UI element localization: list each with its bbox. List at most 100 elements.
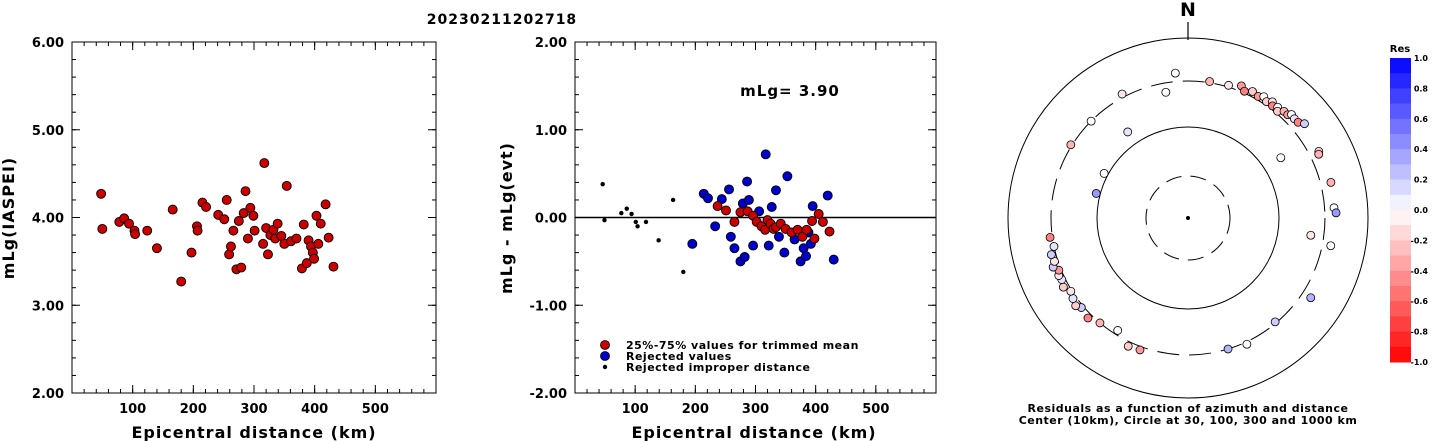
trimmed-residual-point	[712, 201, 723, 212]
polar-residual-point	[1058, 282, 1068, 292]
rejected-residual-point	[782, 171, 793, 182]
colorbar-tick-label: -0.2	[1411, 236, 1429, 245]
middle-x-tick-label: 200	[682, 402, 709, 417]
polar-residual-point	[1331, 208, 1341, 218]
colorbar-cell	[1390, 331, 1411, 348]
magnitude-point	[233, 216, 244, 226]
trimmed-residual-point	[813, 209, 824, 219]
magnitude-point	[130, 229, 141, 240]
polar-residual-point	[1066, 286, 1076, 296]
polar-residual-point	[1240, 86, 1249, 96]
polar-circle-300km	[1050, 80, 1326, 356]
middle-y-tick-label: 1.00	[535, 124, 567, 139]
polar-residual-point	[1117, 89, 1127, 99]
magnitude-point	[298, 219, 309, 230]
magnitude-point	[96, 188, 107, 199]
magnitude-point	[238, 208, 249, 219]
middle-x-tick-label: 300	[742, 402, 769, 417]
left-y-tick-label: 3.00	[32, 299, 64, 314]
colorbar-cell	[1390, 179, 1411, 196]
trimmed-residual-point	[824, 226, 835, 237]
magnitude-point	[291, 233, 302, 244]
trimmed-residual-point	[721, 205, 731, 216]
rejected-residual-point	[687, 238, 698, 249]
polar-residual-point	[1068, 294, 1078, 303]
left-x-tick-label: 400	[301, 402, 328, 417]
colorbar-tick-label: 0.6	[1414, 115, 1429, 124]
colorbar-tick-label: 0.0	[1414, 206, 1429, 215]
magnitude-point	[258, 238, 269, 249]
colorbar-cell	[1390, 316, 1411, 333]
left-y-ticks: 2.00 3.00 4.00 5.00 6.00	[32, 36, 436, 402]
magnitude-point	[124, 218, 134, 229]
polar-residual-point	[1049, 242, 1059, 251]
left-points	[96, 158, 339, 287]
polar-residual-point	[1161, 87, 1171, 97]
middle-y-axis-label: mLg - mLg(evt)	[497, 142, 516, 294]
left-x-tick-label: 100	[119, 402, 146, 417]
polar-residual-point	[1242, 339, 1252, 349]
magnitude-point	[249, 225, 260, 236]
trimmed-residual-point	[801, 224, 812, 235]
left-y-tick-label: 5.00	[32, 124, 64, 139]
colorbar-cell	[1390, 73, 1411, 89]
polar-chart: N Residuals as a function of azimuth and…	[1007, 0, 1369, 427]
polar-residual-point	[1205, 77, 1215, 86]
rejected-residual-point	[763, 240, 774, 251]
rejected-residual-point	[807, 201, 818, 212]
polar-residual-point	[1326, 177, 1336, 187]
improper-distance-point	[602, 217, 607, 223]
left-y-axis-label: mLg(IASPEI)	[0, 157, 18, 279]
colorbar-tick-label: -0.4	[1411, 267, 1429, 276]
colorbar-cell	[1390, 149, 1411, 165]
colorbar-cell	[1390, 240, 1411, 257]
middle-y-tick-label: 2.00	[535, 36, 567, 51]
polar-residual-point	[1314, 149, 1324, 159]
improper-distance-point	[629, 211, 634, 217]
magnitude-point	[315, 218, 326, 229]
magnitude-point	[236, 262, 247, 273]
colorbar-cell	[1390, 103, 1411, 120]
left-y-tick-label: 6.00	[32, 36, 64, 51]
magnitude-point	[242, 233, 253, 244]
left-x-tick-label: 200	[180, 402, 207, 417]
magnitude-point	[323, 232, 334, 243]
polar-residual-point	[1306, 230, 1316, 240]
rejected-residual-point	[725, 231, 736, 242]
polar-residual-point	[1123, 341, 1133, 351]
polar-residual-point	[1099, 169, 1109, 178]
middle-chart: -2.00 -1.00 0.00 1.00 2.00 100 200 300 400 500 m…	[497, 36, 937, 441]
legend-marker-improper	[602, 364, 608, 370]
colorbar-title: Res	[1390, 44, 1410, 55]
left-y-tick-label: 4.00	[32, 212, 64, 227]
polar-circle-30km	[1145, 175, 1231, 261]
colorbar-tick-label: -0.6	[1411, 297, 1429, 306]
colorbar-cell	[1390, 164, 1411, 181]
rejected-residual-point	[766, 202, 777, 212]
rejected-residual-point	[710, 221, 721, 232]
magnitude-point	[219, 214, 230, 225]
polar-residual-point	[1095, 318, 1105, 328]
polar-residual-point	[1300, 119, 1309, 129]
colorbar-tick-label: 1.0	[1414, 54, 1429, 63]
polar-residual-point	[1270, 317, 1280, 327]
middle-y-tick-label: -2.00	[530, 387, 567, 402]
colorbar-cell	[1390, 118, 1411, 135]
improper-distance-point	[656, 238, 661, 243]
figure-title: 20230211202718	[427, 12, 577, 28]
middle-y-tick-label: -1.00	[530, 299, 567, 314]
magnitude-point	[228, 225, 239, 236]
trimmed-residual-point	[809, 233, 820, 244]
polar-residual-point	[1223, 344, 1233, 354]
rejected-residual-point	[774, 231, 784, 242]
polar-residual-point	[1113, 326, 1123, 335]
polar-circle-100km	[1096, 126, 1280, 310]
colorbar-cell	[1390, 270, 1411, 287]
polar-residual-point	[1306, 293, 1316, 303]
middle-y-tick-label: 0.00	[535, 212, 567, 227]
middle-x-tick-label: 100	[622, 402, 649, 417]
left-chart: 2.00 3.00 4.00 5.00 6.00 100 200 300 400 500 mLg…	[0, 36, 437, 441]
magnitude-point	[313, 238, 324, 249]
improper-distance-point	[600, 181, 605, 187]
rejected-residual-point	[779, 247, 790, 258]
